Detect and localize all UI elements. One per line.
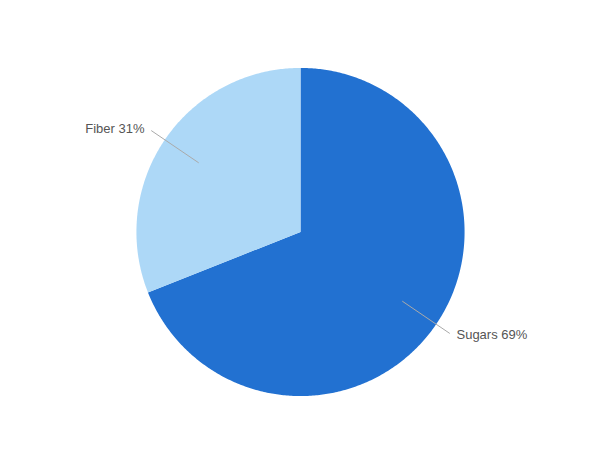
svg-text:Fiber 31%: Fiber 31% <box>85 121 145 136</box>
svg-text:Sugars 69%: Sugars 69% <box>456 327 527 342</box>
